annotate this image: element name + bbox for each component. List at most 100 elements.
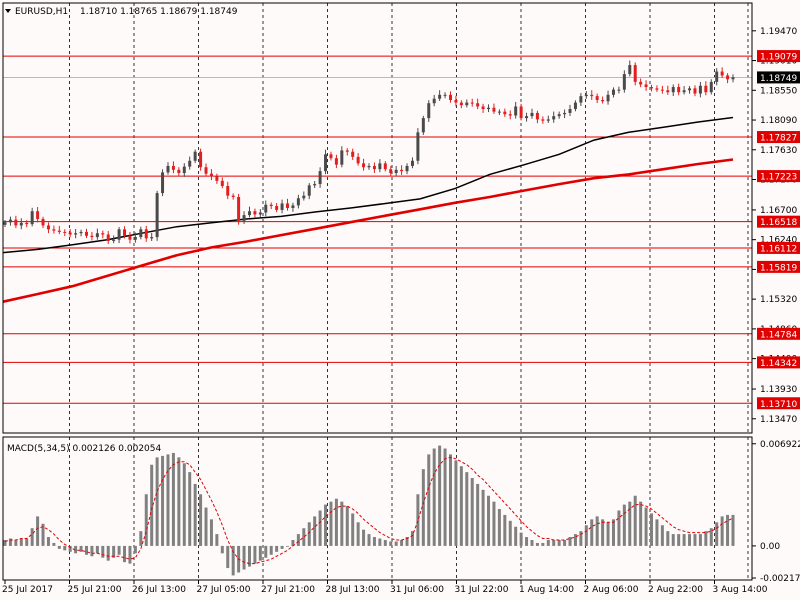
candle[interactable]: [573, 100, 577, 112]
candle[interactable]: [525, 112, 529, 122]
candle[interactable]: [568, 104, 572, 116]
candle[interactable]: [514, 101, 518, 119]
candle[interactable]: [280, 199, 284, 214]
candle[interactable]: [709, 79, 713, 95]
candle[interactable]: [660, 85, 664, 94]
candle[interactable]: [19, 218, 23, 230]
candle[interactable]: [155, 190, 159, 241]
candle[interactable]: [405, 163, 409, 175]
candle[interactable]: [101, 230, 105, 239]
candle[interactable]: [182, 163, 186, 177]
candle[interactable]: [487, 104, 491, 113]
candle[interactable]: [682, 86, 686, 95]
candle[interactable]: [389, 166, 393, 177]
candle[interactable]: [307, 183, 311, 200]
candle[interactable]: [226, 181, 230, 200]
candle[interactable]: [617, 86, 621, 94]
candle[interactable]: [68, 229, 72, 238]
candle[interactable]: [166, 162, 170, 175]
candle[interactable]: [671, 84, 675, 97]
candle[interactable]: [410, 157, 414, 169]
candle[interactable]: [633, 62, 637, 86]
candle[interactable]: [720, 67, 724, 79]
symbol-menu-icon[interactable]: [5, 9, 11, 13]
candle[interactable]: [237, 193, 241, 225]
candle[interactable]: [150, 232, 154, 242]
candle[interactable]: [383, 161, 387, 172]
candle[interactable]: [459, 100, 463, 109]
candle[interactable]: [508, 110, 512, 120]
candle[interactable]: [698, 81, 702, 98]
candle[interactable]: [334, 154, 338, 169]
candle[interactable]: [443, 92, 447, 99]
candle[interactable]: [628, 60, 632, 77]
candle[interactable]: [123, 226, 127, 239]
candle[interactable]: [378, 159, 382, 173]
candle[interactable]: [329, 151, 333, 161]
candle[interactable]: [30, 207, 34, 227]
candle[interactable]: [400, 165, 404, 175]
candle[interactable]: [644, 80, 648, 91]
candle[interactable]: [128, 231, 132, 244]
candle[interactable]: [438, 90, 442, 101]
candle[interactable]: [356, 153, 360, 166]
candle[interactable]: [204, 163, 208, 177]
candle[interactable]: [394, 166, 398, 176]
candle[interactable]: [41, 216, 45, 229]
candle[interactable]: [557, 111, 561, 119]
candle[interactable]: [84, 228, 88, 239]
candle[interactable]: [595, 93, 599, 104]
candle[interactable]: [79, 229, 83, 237]
candle[interactable]: [144, 225, 148, 242]
candle[interactable]: [106, 231, 110, 244]
candle[interactable]: [611, 87, 615, 98]
candle[interactable]: [503, 108, 507, 117]
candle[interactable]: [584, 91, 588, 99]
candle[interactable]: [52, 225, 56, 234]
candle[interactable]: [193, 149, 197, 164]
candle[interactable]: [476, 98, 480, 110]
candle[interactable]: [563, 109, 567, 119]
candle[interactable]: [726, 73, 730, 84]
candle[interactable]: [639, 78, 643, 88]
candle[interactable]: [535, 110, 539, 124]
candle[interactable]: [340, 146, 344, 168]
candle[interactable]: [324, 149, 328, 175]
candle[interactable]: [454, 95, 458, 107]
candle[interactable]: [247, 206, 251, 218]
candle[interactable]: [133, 232, 137, 243]
candle[interactable]: [188, 156, 192, 170]
candle[interactable]: [253, 208, 257, 218]
candle[interactable]: [448, 91, 452, 103]
candle[interactable]: [286, 198, 290, 211]
candle[interactable]: [666, 85, 670, 95]
candle[interactable]: [291, 202, 295, 212]
candle[interactable]: [421, 115, 425, 135]
candle[interactable]: [242, 211, 246, 224]
candle[interactable]: [90, 231, 94, 241]
candle[interactable]: [622, 70, 626, 93]
candle[interactable]: [345, 148, 349, 156]
candle[interactable]: [264, 200, 268, 217]
candle[interactable]: [519, 103, 523, 121]
candle[interactable]: [46, 222, 50, 234]
candle[interactable]: [492, 103, 496, 114]
candle[interactable]: [432, 94, 436, 107]
candle[interactable]: [36, 207, 40, 223]
candle[interactable]: [275, 202, 279, 213]
candle[interactable]: [688, 86, 692, 94]
candle[interactable]: [302, 191, 306, 201]
candle[interactable]: [579, 93, 583, 107]
candle[interactable]: [63, 229, 67, 236]
candle[interactable]: [677, 83, 681, 96]
candle[interactable]: [372, 162, 376, 173]
candle[interactable]: [470, 98, 474, 107]
candle[interactable]: [258, 209, 262, 218]
candle[interactable]: [601, 96, 605, 104]
candle[interactable]: [427, 100, 431, 122]
candle[interactable]: [25, 220, 29, 228]
candle[interactable]: [552, 111, 556, 123]
candle[interactable]: [530, 108, 534, 119]
candle[interactable]: [546, 115, 550, 123]
